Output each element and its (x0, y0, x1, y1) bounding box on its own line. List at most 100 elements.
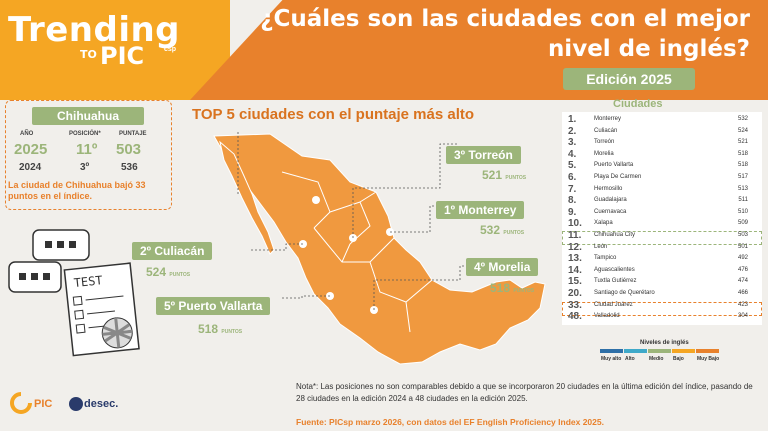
highlight-juarez (562, 302, 762, 316)
legend-swatch (600, 349, 623, 353)
legend-swatch (648, 349, 671, 353)
city-name: Hermosillo (594, 185, 623, 192)
city-row: 9. Cuernavaca 510 (568, 207, 756, 218)
city-rank: 14. (568, 264, 582, 276)
city-score: 509 (737, 220, 748, 227)
legend-label: Bajo (673, 356, 684, 362)
score-prev: 536 (121, 162, 138, 173)
city-rank: 1. (568, 114, 577, 125)
brand-pic: PIC (100, 42, 145, 70)
city-name: Cuernavaca (594, 208, 627, 215)
city-name: Chihuahua City (594, 232, 636, 238)
city-row: 10. Xalapa 509 (568, 218, 756, 229)
legend-label: Alto (625, 356, 635, 362)
city-rank: 33. (568, 299, 582, 311)
city-score: 511 (738, 197, 748, 204)
chihuahua-card (5, 100, 172, 210)
city-row: 11. Chihuahua City 503 (568, 230, 756, 241)
city-row: 48. Valladolid 304 (568, 311, 756, 322)
city-name: Tuxtla Gutiérrez (594, 278, 637, 285)
city-rank: 11. (568, 230, 582, 241)
city-score: 518 (737, 150, 748, 157)
city-row: 14. Aguascalientes 476 (568, 265, 756, 276)
tag-morelia: 4º Morelia (466, 258, 539, 276)
city-name: Ciudad Juárez (594, 301, 633, 308)
city-score: 518 (737, 162, 748, 169)
city-rank: 8. (568, 195, 577, 207)
legend-title: Niveles de inglés (640, 340, 689, 346)
city-name: Valladolid (594, 313, 620, 320)
tag-torreon: 3º Torreón (446, 146, 521, 164)
city-row: 7. Hermosillo 513 (568, 184, 756, 195)
source: Fuente: PICsp marzo 2026, con datos del … (296, 417, 604, 427)
city-name: Aguascalientes (594, 266, 635, 273)
brand-to: TO (80, 48, 97, 61)
city-name: Culiacán (594, 127, 618, 134)
score-vallarta: 518 PUNTOS (198, 322, 243, 336)
desec-logo-icon (69, 397, 83, 411)
footnote: Nota*: Las posiciones no son comparables… (296, 382, 753, 403)
city-rank: 15. (568, 276, 582, 288)
city-row: 33. Ciudad Juárez 423 (568, 300, 756, 311)
city-score: 423 (737, 301, 748, 308)
year-prev: 2024 (19, 162, 42, 173)
desec-logo-text: desec. (84, 398, 119, 410)
pos-label: POSICIÓN* (69, 131, 101, 137)
city-row: 5. Puerto Vallarta 518 (568, 160, 756, 171)
city-row: 15. Tuxtla Gutiérrez 474 (568, 276, 756, 287)
test-sheet-icon: TEST (63, 262, 140, 357)
city-row: 6. Playa De Carmen 517 (568, 172, 756, 183)
city-name: Puerto Vallarta (594, 162, 634, 169)
pin-chihuahua-icon (312, 196, 320, 204)
city-score: 474 (737, 278, 748, 285)
legend-swatch (672, 349, 695, 353)
city-rank: 3. (568, 137, 577, 149)
year-now: 2025 (14, 141, 48, 158)
pic-logo-text: PIC (34, 398, 53, 410)
page-title: ¿Cuáles son las ciudades con el mejor ni… (260, 6, 750, 62)
city-score: 510 (737, 208, 748, 215)
card-city: Chihuahua (32, 107, 144, 125)
legend-swatch (696, 349, 719, 353)
city-rank: 5. (568, 160, 577, 172)
city-row: 2. Culiacán 524 (568, 126, 756, 137)
city-rank: 12. (568, 241, 582, 253)
city-score: 524 (737, 127, 748, 134)
city-rank: 2. (568, 125, 577, 137)
year-label: AÑO (20, 131, 34, 137)
score-culiacan: 524 PUNTOS (146, 265, 191, 279)
city-row: 13. Tampico 492 (568, 253, 756, 264)
mexico-map (213, 132, 546, 365)
city-name: Tampico (594, 255, 617, 262)
legend-label: Muy alto (601, 356, 622, 362)
city-score: 476 (737, 266, 748, 273)
card-note: La ciudad de Chihuahua bajó 33 puntos en… (8, 180, 146, 201)
city-score: 521 (737, 139, 748, 146)
city-rank: 9. (568, 206, 577, 218)
city-score: 466 (737, 290, 748, 296)
pic-logo-icon (10, 392, 32, 414)
city-score: 513 (737, 185, 748, 192)
city-name: Torreón (594, 139, 615, 146)
city-row: 4. Morelia 518 (568, 149, 756, 160)
tag-monterrey: 1º Monterrey (436, 201, 525, 219)
cities-list (562, 112, 762, 325)
cities-list-title: Ciudades (613, 98, 663, 110)
city-name: Xalapa (594, 220, 613, 227)
score-label: PUNTAJE (119, 131, 147, 137)
svg-text:TEST: TEST (73, 273, 103, 290)
city-name: Guadalajara (594, 197, 627, 204)
city-rank: 10. (568, 218, 582, 230)
city-rank: 4. (568, 148, 577, 160)
city-name: Playa De Carmen (594, 174, 642, 180)
city-rank: 48. (568, 311, 582, 323)
city-rank: 13. (568, 253, 582, 265)
legend-swatch (624, 349, 647, 353)
score-torreon: 521 PUNTOS (482, 168, 527, 182)
legend-label: Muy Bajo (697, 356, 720, 362)
city-score: 532 (737, 116, 748, 122)
tag-culiacan: 2º Culiacán (132, 242, 213, 260)
edition-badge: Edición 2025 (563, 68, 695, 90)
speech-bubble-icon (8, 229, 90, 293)
score-morelia: 518 PUNTOS (490, 281, 535, 295)
